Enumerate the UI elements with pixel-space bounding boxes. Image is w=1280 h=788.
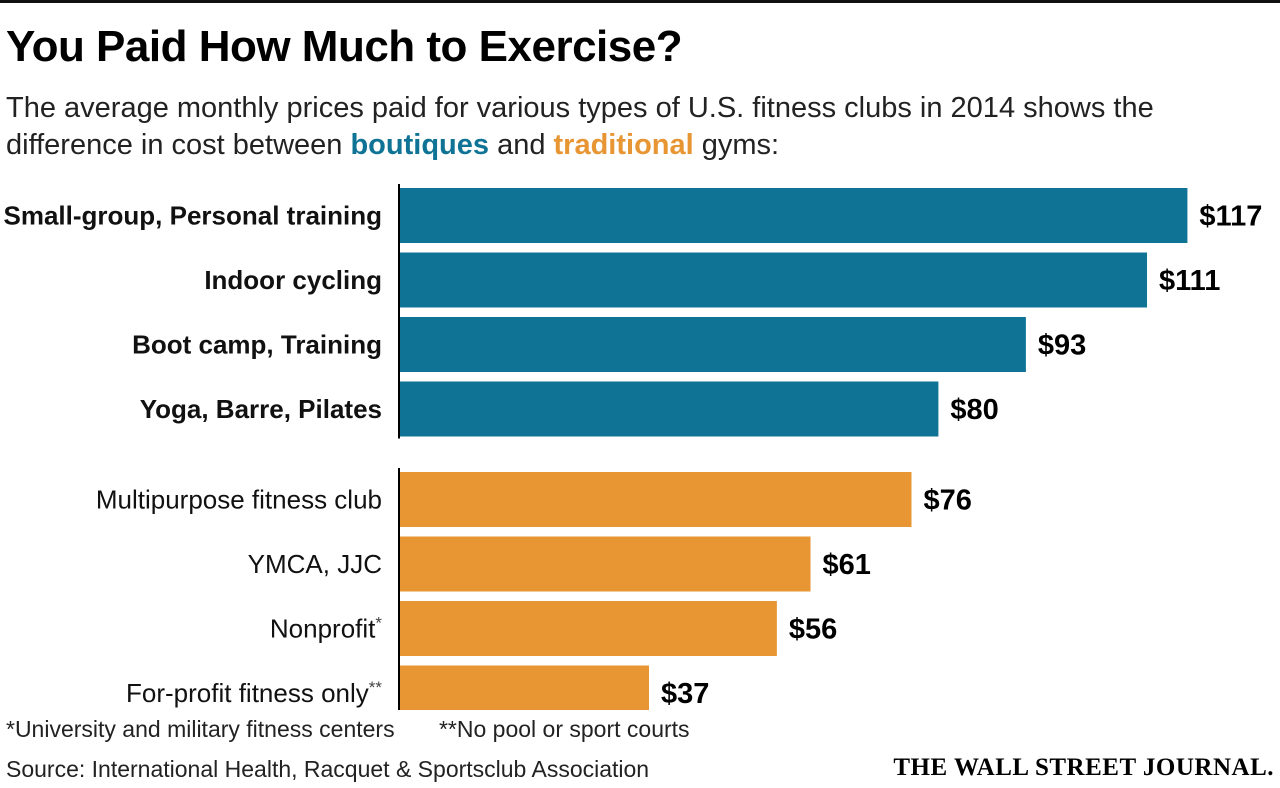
bar-ymca-jjc: [400, 536, 811, 592]
top-rule: [0, 0, 1280, 3]
category-label-ymca-jjc: YMCA, JJC: [248, 549, 382, 579]
footnote-marker: **: [369, 678, 383, 697]
footnote-no-pool: **No pool or sport courts: [438, 716, 690, 742]
category-label-small-group-personal-training: Small-group, Personal training: [4, 201, 383, 231]
publisher-logo: THE WALL STREET JOURNAL.: [893, 754, 1274, 781]
value-label-ymca-jjc: $61: [823, 549, 871, 581]
value-label-indoor-cycling: $111: [1159, 265, 1220, 297]
footnotes: *University and military fitness centers…: [6, 716, 690, 743]
value-label-multipurpose-fitness-club: $76: [923, 485, 971, 517]
category-label-nonprofit: Nonprofit*: [270, 614, 383, 644]
footnote-university: *University and military fitness centers: [6, 716, 395, 742]
value-label-nonprofit: $56: [789, 614, 837, 646]
category-label-indoor-cycling: Indoor cycling: [204, 265, 382, 295]
bar-multipurpose-fitness-club: [400, 472, 912, 527]
subtitle-text-middle: and: [489, 129, 554, 161]
value-label-boot-camp-training: $93: [1038, 330, 1086, 362]
subtitle-keyword-boutiques: boutiques: [350, 129, 490, 161]
value-label-small-group-personal-training: $117: [1199, 201, 1262, 233]
category-label-boot-camp-training: Boot camp, Training: [132, 330, 382, 360]
bar-small-group-personal-training: [400, 188, 1188, 243]
category-label-multipurpose-fitness-club: Multipurpose fitness club: [96, 485, 382, 515]
bar-indoor-cycling: [400, 252, 1148, 308]
subtitle-keyword-traditional: traditional: [553, 129, 694, 161]
value-label-yoga-barre-pilates: $80: [950, 394, 998, 426]
category-label-for-profit-fitness-only: For-profit fitness only**: [126, 678, 382, 708]
source-note: Source: International Health, Racquet & …: [6, 756, 650, 782]
bar-boot-camp-training: [400, 317, 1026, 372]
bar-nonprofit: [400, 601, 777, 656]
subtitle-text-end: gyms:: [693, 129, 780, 161]
subtitle-text-start: The average monthly prices paid for vari…: [6, 92, 1154, 161]
footnote-marker: *: [375, 614, 382, 633]
bar-for-profit-fitness-only: [400, 665, 650, 710]
chart-subtitle: The average monthly prices paid for vari…: [6, 90, 1266, 164]
chart-title: You Paid How Much to Exercise?: [6, 22, 683, 71]
value-label-for-profit-fitness-only: $37: [661, 678, 709, 710]
bar-yoga-barre-pilates: [400, 381, 939, 437]
bar-chart: Small-group, Personal training $117 Indoor…: [4, 184, 1262, 710]
category-label-yoga-barre-pilates: Yoga, Barre, Pilates: [140, 394, 382, 424]
